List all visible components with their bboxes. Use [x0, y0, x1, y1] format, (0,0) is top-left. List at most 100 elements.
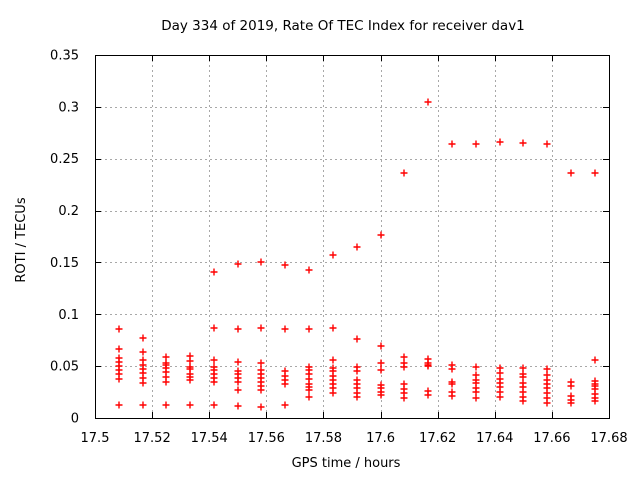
data-point-marker — [162, 378, 170, 386]
y-tick-label: 0.35 — [50, 49, 79, 64]
data-point-marker — [448, 140, 456, 148]
data-point-marker — [281, 261, 289, 269]
x-tick-label: 17.6 — [366, 431, 395, 446]
data-point-marker — [400, 363, 408, 371]
data-point-marker — [567, 382, 575, 390]
x-tick-label: 17.64 — [476, 431, 513, 446]
data-point-marker — [353, 393, 361, 401]
data-point-marker — [139, 401, 147, 409]
x-tick-label: 17.66 — [533, 431, 570, 446]
data-point-marker — [472, 388, 480, 396]
data-point-marker — [210, 356, 218, 364]
data-point-marker — [186, 401, 194, 409]
data-point-marker — [472, 394, 480, 402]
data-point-marker — [162, 353, 170, 361]
data-point-marker — [519, 139, 527, 147]
y-tick-label: 0.1 — [58, 308, 79, 323]
y-axis-tick-labels: 0 0.05 0.1 0.15 0.2 0.25 0.3 0.35 — [50, 49, 79, 427]
x-tick-label: 17.54 — [191, 431, 228, 446]
x-tick-label: 17.52 — [134, 431, 171, 446]
y-tick-label: 0.25 — [50, 152, 79, 167]
data-point-marker — [377, 391, 385, 399]
data-point-marker — [281, 380, 289, 388]
data-point-marker — [210, 324, 218, 332]
data-point-marker — [210, 401, 218, 409]
data-point-marker — [162, 401, 170, 409]
data-point-marker — [424, 98, 432, 106]
data-point-marker — [543, 365, 551, 373]
gridlines — [95, 55, 609, 418]
y-axis-label: ROTI / TECUs — [14, 197, 29, 282]
data-point-marker — [305, 325, 313, 333]
y-tick-label: 0.3 — [58, 100, 79, 115]
data-point-marker — [257, 324, 265, 332]
data-point-marker — [234, 378, 242, 386]
data-point-marker — [519, 373, 527, 381]
data-point-marker — [400, 169, 408, 177]
data-point-marker — [305, 393, 313, 401]
data-point-marker — [115, 325, 123, 333]
data-point-marker — [543, 399, 551, 407]
data-point-marker — [353, 335, 361, 343]
data-point-marker — [210, 268, 218, 276]
x-tick-label: 17.5 — [81, 431, 110, 446]
data-point-marker — [139, 334, 147, 342]
data-point-marker — [591, 169, 599, 177]
data-point-marker — [329, 389, 337, 397]
x-axis-tick-labels: 17.5 17.52 17.54 17.56 17.58 17.6 17.62 17.64 17… — [81, 431, 628, 446]
data-point-marker — [353, 243, 361, 251]
data-point-marker — [472, 363, 480, 371]
data-point-marker — [257, 386, 265, 394]
data-point-marker — [567, 169, 575, 177]
data-point-marker — [543, 140, 551, 148]
data-point-marker — [448, 392, 456, 400]
axis-tick-marks — [95, 55, 610, 419]
y-tick-label: 0 — [71, 412, 79, 427]
data-point-marker — [115, 375, 123, 383]
data-point-marker — [210, 378, 218, 386]
data-point-marker — [496, 138, 504, 146]
data-point-marker — [448, 380, 456, 388]
y-tick-label: 0.15 — [50, 256, 79, 271]
chart-title: Day 334 of 2019, Rate Of TEC Index for r… — [161, 18, 525, 34]
data-point-marker — [400, 353, 408, 361]
data-point-marker — [115, 345, 123, 353]
x-axis-label: GPS time / hours — [292, 456, 401, 471]
data-point-marker — [496, 393, 504, 401]
data-point-marker — [234, 325, 242, 333]
x-tick-label: 17.58 — [305, 431, 342, 446]
data-point-marker — [186, 357, 194, 365]
data-point-marker — [305, 386, 313, 394]
data-point-marker — [305, 266, 313, 274]
data-point-marker — [519, 364, 527, 372]
data-point-marker — [400, 394, 408, 402]
data-point-marker — [186, 376, 194, 384]
data-point-marker — [281, 401, 289, 409]
x-tick-label: 17.62 — [419, 431, 456, 446]
y-tick-label: 0.2 — [58, 204, 79, 219]
data-point-marker — [139, 379, 147, 387]
data-point-marker — [591, 356, 599, 364]
x-tick-label: 17.68 — [590, 431, 627, 446]
y-tick-label: 0.05 — [50, 360, 79, 375]
data-point-marker — [448, 365, 456, 373]
plot-border — [95, 55, 610, 419]
data-point-marker — [591, 397, 599, 405]
data-point-marker — [377, 359, 385, 367]
data-point-marker — [472, 140, 480, 148]
data-point-marker — [424, 362, 432, 370]
data-point-marker — [377, 366, 385, 374]
data-point-marker — [377, 231, 385, 239]
data-point-marker — [567, 399, 575, 407]
data-point-marker — [281, 325, 289, 333]
data-point-marker — [115, 401, 123, 409]
x-tick-label: 17.56 — [248, 431, 285, 446]
data-point-marker — [496, 369, 504, 377]
data-point-marker — [424, 391, 432, 399]
data-point-marker — [234, 358, 242, 366]
plot-frame — [95, 55, 610, 419]
data-point-marker — [519, 397, 527, 405]
data-point-marker — [257, 359, 265, 367]
